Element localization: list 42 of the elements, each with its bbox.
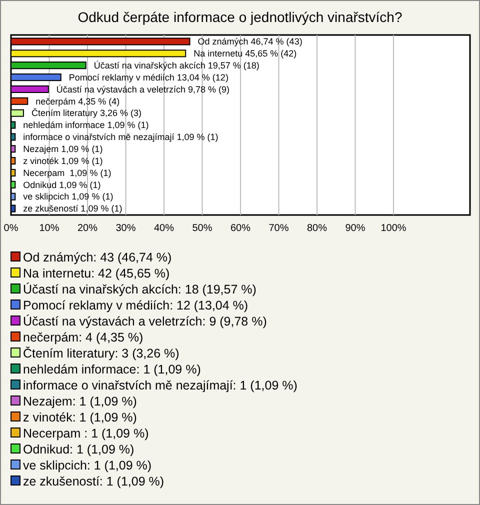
legend-label: z vinoték: 1 (1,09 %) (23, 410, 137, 424)
legend-label: Odnikud: 1 (1,09 %) (23, 442, 134, 456)
x-tick-label: 20% (77, 223, 98, 234)
data-label: Nezajem 1,09 % (1) (23, 144, 103, 154)
data-label: Čtením literatury 3,26 % (3) (31, 108, 142, 118)
x-tick-label: 80% (306, 223, 328, 234)
x-tick-label: 30% (116, 223, 136, 234)
legend-label: Od známých: 43 (46,74 %) (23, 250, 172, 264)
chart-title: Odkud čerpáte informace o jednotlivých vinařstvích? (78, 9, 402, 25)
data-label: Účastí na vinařských akcích 19,57 % (18) (94, 60, 260, 70)
data-label: nečerpám 4,35 % (4) (36, 96, 120, 106)
data-label: z vinoték 1,09 % (1) (23, 156, 103, 166)
x-tick-label: 90% (345, 223, 366, 234)
data-label: Od známých 46,74 % (43) (198, 36, 302, 47)
legend-label: Necerpam : 1 (1,09 %) (23, 426, 149, 440)
legend-label: informace o vinařstvích mě nezajímají: 1 (1,09 %) (23, 378, 298, 392)
data-label: Účastí na výstavách a veletrzích 9,78 % (9) (56, 84, 230, 94)
data-label: ze zkušeností 1,09 % (1) (23, 204, 122, 214)
legend-label: Účastí na vinařských akcích: 18 (19,57 %) (23, 282, 256, 296)
legend-label: nečerpám: 4 (4,35 %) (23, 330, 144, 344)
data-label: nehledám informace 1,09 % (1) (23, 120, 149, 130)
legend-label: Pomocí reklamy v médiích: 12 (13,04 %) (23, 298, 248, 312)
legend-label: Nezajem: 1 (1,09 %) (23, 394, 137, 408)
legend-label: ze zkušeností: 1 (1,09 %) (23, 474, 164, 488)
data-label: Pomocí reklamy v médiích 13,04 % (12) (68, 72, 228, 82)
legend-label: Čtením literatury: 3 (3,26 %) (23, 346, 180, 360)
data-label: informace o vinařstvích mě nezajímají 1,09 % (1) (23, 132, 218, 142)
legend-label: Účastí na výstavách a veletrzích: 9 (9,78 %) (23, 314, 267, 328)
legend-label: Na internetu: 42 (45,65 %) (23, 266, 170, 280)
x-tick-label: 40% (154, 223, 174, 234)
data-label: Odnikud 1,09 % (1) (23, 180, 101, 190)
legend-label: nehledám informace: 1 (1,09 %) (23, 362, 201, 376)
x-tick-label: 50% (192, 223, 212, 234)
x-tick-label: 60% (230, 223, 251, 234)
data-label: ve sklipcich 1,09 % (1) (23, 192, 114, 202)
x-tick-label: 70% (268, 223, 289, 234)
x-tick-label: 100% (380, 223, 406, 234)
x-tick-label: 0% (4, 223, 18, 234)
legend-label: ve sklipcich: 1 (1,09 %) (23, 458, 152, 472)
data-label: Na internetu 45,65 % (42) (194, 48, 297, 59)
x-tick-label: 10% (39, 223, 60, 234)
data-label: Necerpam 1,09 % (1) (23, 168, 112, 178)
